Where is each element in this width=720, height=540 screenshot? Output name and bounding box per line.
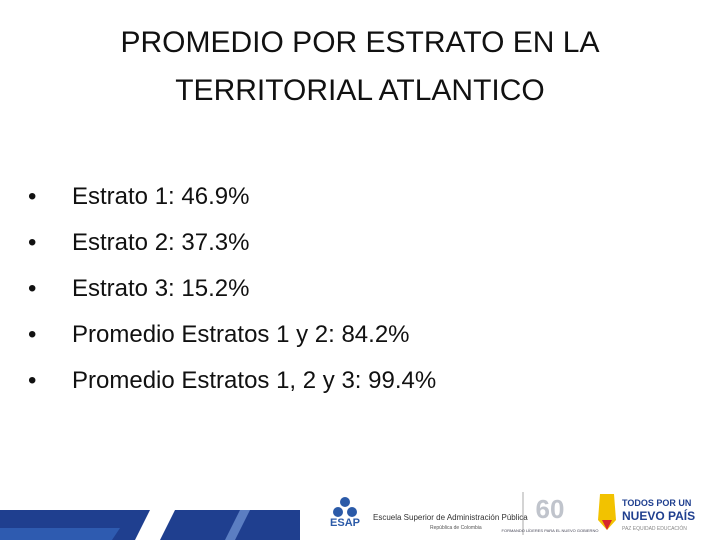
- title-line: TERRITORIAL ATLANTICO: [175, 74, 545, 107]
- anniversary: 60: [536, 494, 565, 524]
- anniversary-motto: FORMANDO LÍDERES PARA EL NUEVO GOBIERNO: [502, 528, 599, 533]
- bullet-item: Promedio Estratos 1 y 2: 84.2%: [28, 312, 436, 358]
- footer-stripe: [135, 510, 175, 540]
- footer-stripe: [0, 528, 120, 540]
- gov-line1: TODOS POR UN: [622, 498, 691, 508]
- logo-dot: [333, 507, 343, 517]
- logo-dot: [347, 507, 357, 517]
- bullet-list: Estrato 1: 46.9%Estrato 2: 37.3%Estrato …: [28, 174, 436, 404]
- bullet-item: Promedio Estratos 1, 2 y 3: 99.4%: [28, 358, 436, 404]
- bullet-item: Estrato 2: 37.3%: [28, 220, 436, 266]
- gov-motto: PAZ EQUIDAD EDUCACIÓN: [622, 525, 687, 532]
- esap-acronym: ESAP: [330, 517, 360, 529]
- bullet-item: Estrato 1: 46.9%: [28, 174, 436, 220]
- footer: ESAP Escuela Superior de Administración …: [0, 492, 695, 540]
- logo-dot: [340, 497, 350, 507]
- gov-logo: [602, 520, 612, 530]
- esap-name: Escuela Superior de Administración Públi…: [373, 513, 528, 522]
- esap-country: República de Colombia: [430, 525, 482, 531]
- footer-stripe: [225, 510, 250, 540]
- title-line: PROMEDIO POR ESTRATO EN LA: [120, 26, 600, 59]
- bullet-item: Estrato 3: 15.2%: [28, 266, 436, 312]
- gov-line2: NUEVO PAÍS: [622, 508, 695, 523]
